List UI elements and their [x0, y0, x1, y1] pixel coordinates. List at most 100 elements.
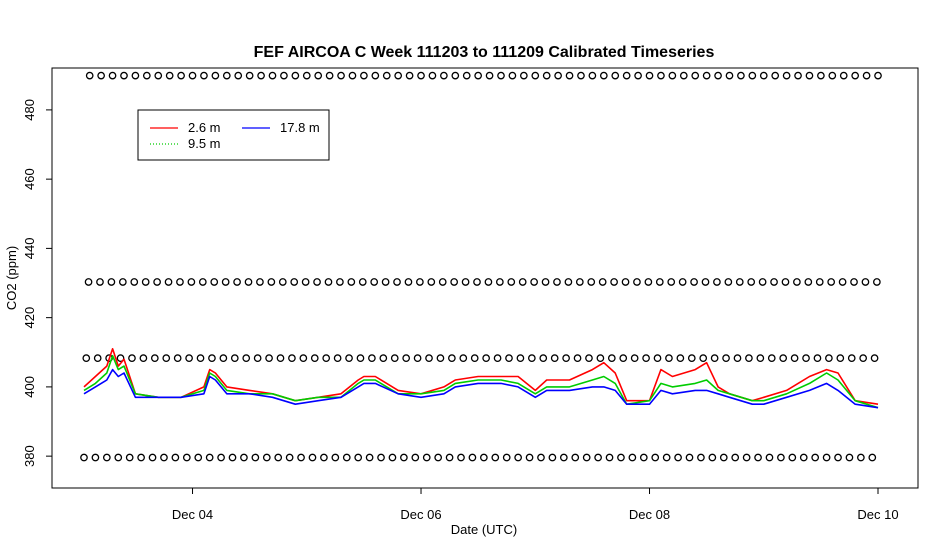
calibration-point: [242, 354, 251, 363]
calibration-point: [268, 71, 277, 80]
calibration-point: [847, 354, 856, 363]
calibration-point: [348, 71, 357, 80]
calibration-point: [228, 453, 237, 462]
calibration-point: [676, 354, 685, 363]
calibration-point: [331, 453, 340, 462]
calibration-point: [642, 354, 650, 363]
calibration-point: [737, 71, 745, 80]
calibration-point: [301, 278, 310, 286]
calibration-point: [240, 453, 248, 462]
calibration-point: [162, 354, 171, 363]
calibration-point: [564, 278, 573, 286]
calibration-point: [571, 453, 580, 462]
calibration-point: [120, 71, 128, 80]
calibration-point: [653, 354, 662, 363]
calibration-point: [516, 354, 525, 363]
calibration-point: [245, 71, 254, 80]
calibration-point: [822, 453, 831, 462]
calibration-point: [116, 354, 125, 363]
calibration-point: [779, 354, 788, 363]
calibration-point: [702, 71, 711, 80]
calibration-point: [548, 453, 557, 462]
calibration-point: [767, 354, 776, 363]
calibration-point: [710, 354, 719, 363]
calibration-point: [817, 71, 825, 80]
calibration-point: [851, 71, 860, 80]
calibration-point: [125, 453, 134, 462]
calibration-point: [299, 354, 308, 363]
calibration-point: [617, 453, 625, 462]
calibration-point: [765, 453, 774, 462]
calibration-point: [491, 453, 500, 462]
calibration-point: [114, 453, 123, 462]
calibration-point: [370, 278, 379, 286]
calibration-point: [382, 71, 391, 80]
calibration-point: [322, 354, 331, 363]
calibration-point: [278, 278, 287, 286]
calibration-point: [691, 71, 700, 80]
calibration-point: [697, 453, 705, 462]
calibration-point: [188, 71, 197, 80]
calibration-point: [628, 453, 637, 462]
calibration-point: [651, 453, 660, 462]
chart-title: FEF AIRCOA C Week 111203 to 111209 Calib…: [254, 44, 715, 61]
calibration-point: [187, 278, 196, 286]
calibration-point: [754, 453, 762, 462]
y-tick-label: 400: [22, 376, 37, 398]
calibration-point: [381, 278, 390, 286]
calibration-point: [137, 453, 145, 462]
calibration-point: [390, 354, 399, 363]
calibration-point: [230, 354, 239, 363]
calibration-point: [274, 453, 283, 462]
calibration-point: [440, 71, 448, 80]
calibration-point: [425, 354, 433, 363]
calibration-point: [290, 278, 299, 286]
calibration-point: [610, 278, 618, 286]
calibration-point: [393, 278, 401, 286]
calibration-point: [276, 354, 285, 363]
calibration-point: [108, 71, 117, 80]
calibration-point: [805, 71, 814, 80]
calibration-point: [314, 71, 323, 80]
calibration-point: [657, 71, 665, 80]
calibration-point: [130, 278, 139, 286]
calibration-point: [508, 71, 517, 80]
calibration-point: [756, 354, 765, 363]
y-tick-label: 420: [22, 307, 37, 329]
calibration-point: [182, 453, 191, 462]
calibration-point: [668, 71, 677, 80]
calibration-point: [862, 71, 871, 80]
calibration-point: [562, 354, 570, 363]
calibration-point: [599, 71, 608, 80]
calibration-point: [713, 278, 721, 286]
calibration-point: [587, 278, 596, 286]
calibration-point: [457, 453, 465, 462]
calibration-point: [861, 278, 870, 286]
calibration-point: [690, 278, 698, 286]
calibration-point: [873, 278, 881, 286]
calibration-point: [400, 453, 408, 462]
calibration-point: [200, 71, 208, 80]
calibration-point: [735, 278, 744, 286]
calibration-point: [622, 71, 631, 80]
calibration-point: [577, 71, 585, 80]
calibration-point: [874, 71, 882, 80]
legend-box: [137, 109, 330, 161]
calibration-point: [219, 354, 228, 363]
calibration-point: [379, 354, 388, 363]
calibration-point: [482, 354, 490, 363]
calibration-point: [141, 278, 150, 286]
calibration-point: [502, 453, 511, 462]
calibration-point: [324, 278, 333, 286]
y-tick-label: 460: [22, 168, 37, 190]
calibration-point: [485, 71, 494, 80]
calibration-point: [405, 71, 414, 80]
calibration-point: [550, 354, 559, 363]
calibration-point: [596, 354, 605, 363]
calibration-point: [674, 453, 682, 462]
calibration-point: [462, 71, 471, 80]
calibration-point: [708, 453, 717, 462]
calibration-point: [687, 354, 696, 363]
calibration-point: [633, 278, 641, 286]
